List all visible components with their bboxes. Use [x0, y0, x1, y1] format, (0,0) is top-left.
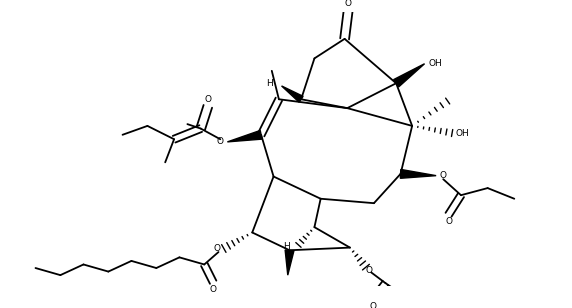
Text: O: O: [217, 137, 224, 146]
Text: O: O: [210, 285, 217, 294]
Text: O: O: [345, 0, 352, 8]
Polygon shape: [228, 130, 262, 142]
Text: O: O: [213, 244, 220, 253]
Text: O: O: [204, 95, 211, 104]
Text: OH: OH: [428, 59, 442, 68]
Polygon shape: [400, 169, 436, 178]
Text: H: H: [266, 79, 273, 88]
Text: O: O: [366, 266, 373, 275]
Text: H: H: [283, 242, 289, 251]
Polygon shape: [281, 86, 303, 102]
Text: OH: OH: [456, 128, 470, 137]
Polygon shape: [394, 64, 424, 87]
Text: O: O: [370, 302, 376, 308]
Text: O: O: [440, 171, 447, 180]
Text: O: O: [445, 217, 452, 226]
Polygon shape: [285, 250, 294, 275]
